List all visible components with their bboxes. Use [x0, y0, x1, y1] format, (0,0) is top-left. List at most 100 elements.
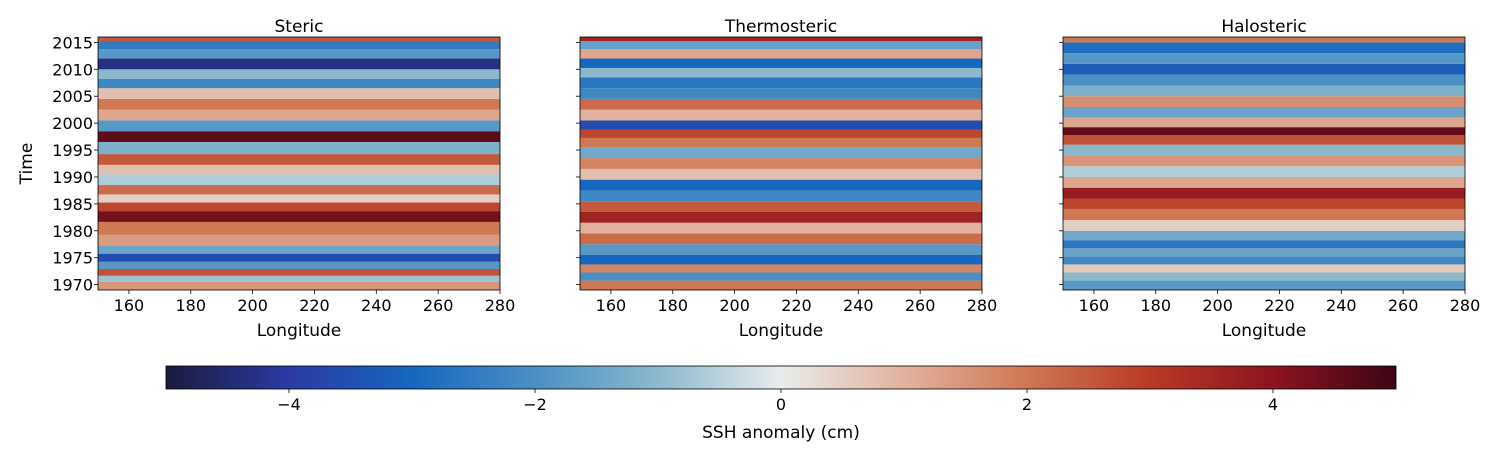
y-tick-label: 2010 [52, 60, 93, 79]
x-tick-label: 200 [237, 296, 268, 315]
heatmap-band [1063, 176, 1465, 188]
heatmap [1063, 37, 1465, 290]
heatmap-band [1063, 53, 1465, 64]
x-tick-label: 180 [1140, 296, 1171, 315]
x-tick-label: 220 [299, 296, 330, 315]
heatmap-band [1063, 230, 1465, 241]
heatmap-band [98, 269, 500, 276]
x-tick-label: 260 [1388, 296, 1419, 315]
heatmap-band [98, 221, 500, 235]
heatmap-band [98, 49, 500, 59]
x-tick-label: 220 [781, 296, 812, 315]
heatmap-band [98, 245, 500, 254]
heatmap-band [98, 211, 500, 222]
heatmap-band [98, 185, 500, 195]
heatmap-band [98, 275, 500, 282]
x-tick-label: 180 [175, 296, 206, 315]
heatmap-band [580, 109, 982, 121]
x-tick-label: 280 [967, 296, 998, 315]
heatmap-band [580, 244, 982, 256]
heatmap-band [1063, 248, 1465, 257]
heatmap-band [98, 120, 500, 132]
heatmap-band [98, 261, 500, 270]
heatmap-band [1063, 135, 1465, 145]
x-tick-label: 240 [361, 296, 392, 315]
y-tick-label: 2000 [52, 114, 93, 133]
colorbar-label: SSH anomaly (cm) [702, 423, 860, 443]
panel-title: Steric [275, 17, 324, 37]
heatmap-band [1063, 96, 1465, 107]
x-tick-label: 260 [905, 296, 936, 315]
y-tick-label: 2005 [52, 87, 93, 106]
heatmap-band [580, 211, 982, 223]
heatmap-band [1063, 117, 1465, 128]
heatmap-band [1063, 280, 1465, 290]
heatmap-band [1063, 127, 1465, 136]
heatmap-band [1063, 85, 1465, 97]
heatmap-band [1063, 155, 1465, 167]
axes-frame [1062, 36, 1466, 291]
panel-title: Halosteric [1221, 17, 1306, 37]
y-tick-label: 1990 [52, 168, 93, 187]
heatmap-band [98, 253, 500, 262]
heatmap-band [98, 37, 500, 42]
heatmap-band [98, 69, 500, 79]
heatmap-band [98, 281, 500, 290]
heatmap-band [580, 37, 982, 42]
x-tick-label: 200 [719, 296, 750, 315]
heatmap-band [98, 88, 500, 99]
heatmap-band [580, 233, 982, 245]
heatmap-band [580, 98, 982, 110]
heatmap-band [98, 98, 500, 110]
heatmap-band [1063, 166, 1465, 177]
heatmap-band [1063, 264, 1465, 273]
x-tick-label: 280 [485, 296, 516, 315]
heatmap-band [98, 202, 500, 212]
heatmap-band [580, 49, 982, 59]
heatmap-band [580, 255, 982, 265]
heatmap-band [98, 154, 500, 165]
heatmap-band [580, 41, 982, 50]
x-tick-label: 160 [114, 296, 145, 315]
heatmap-band [580, 179, 982, 191]
x-tick-label: 160 [1079, 296, 1110, 315]
heatmap-band [1063, 42, 1465, 54]
y-axis-label: Time [17, 143, 37, 186]
heatmap-band [1063, 198, 1465, 210]
heatmap-band [580, 272, 982, 281]
heatmap-band [1063, 144, 1465, 156]
y-tick-label: 1980 [52, 222, 93, 241]
heatmap-band [580, 58, 982, 68]
x-tick-label: 240 [1326, 296, 1357, 315]
heatmap-band [98, 131, 500, 142]
panel-halosteric: 160 180 200 220 240 260 280 Halosteric Longitude [1059, 17, 1480, 341]
colorbar-tick-label: 0 [776, 395, 786, 414]
heatmap-band [98, 174, 500, 186]
x-tick-label: 180 [657, 296, 688, 315]
heatmap-band [1063, 256, 1465, 265]
x-tick-label: 160 [596, 296, 627, 315]
heatmap-band [98, 194, 500, 203]
heatmap-band [1063, 63, 1465, 75]
heatmap-band [98, 78, 500, 89]
y-tick-label: 1995 [52, 141, 93, 160]
heatmap [580, 37, 982, 290]
heatmap-band [580, 137, 982, 148]
y-tick-label: 1970 [52, 276, 93, 295]
heatmap-band [1063, 187, 1465, 199]
heatmap-band [1063, 209, 1465, 221]
heatmap-band [580, 67, 982, 78]
heatmap-band [1063, 272, 1465, 281]
colorbar-tick-label: −2 [523, 395, 547, 414]
heatmap-band [580, 190, 982, 202]
x-axis-label: Longitude [257, 321, 342, 341]
heatmap-band [580, 280, 982, 290]
heatmap-band [98, 41, 500, 50]
heatmap-band [580, 120, 982, 130]
heatmap-band [580, 129, 982, 138]
y-tick-label: 1975 [52, 249, 93, 268]
panel-thermosteric: 160 180 200 220 240 260 280 Thermosteric Longitu… [576, 17, 997, 341]
colorbar-tick-label: 4 [1268, 395, 1278, 414]
heatmap [98, 37, 500, 290]
